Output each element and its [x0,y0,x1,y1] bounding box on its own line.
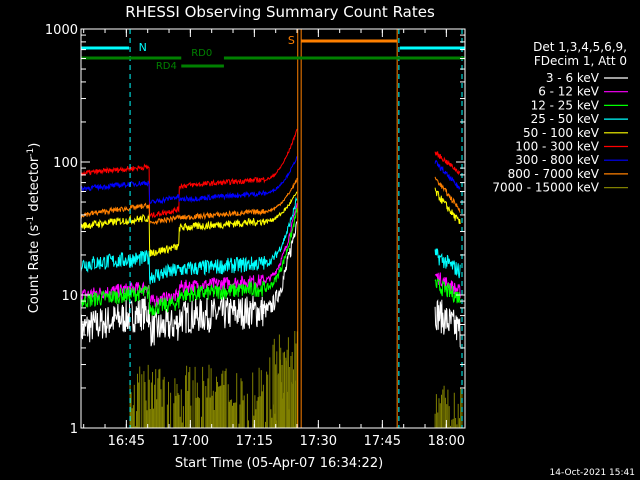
x-tick-label: 17:45 [364,434,401,449]
series-line [80,177,298,225]
timestamp: 14-Oct-2021 15:41 [550,468,635,478]
legend-label: 50 - 100 keV [523,126,600,140]
x-tick-label: 17:00 [172,434,209,449]
series-12-25kev [80,208,461,317]
series-line [129,331,463,428]
rd0-label: RD0 [191,48,212,59]
series-800-7000kev [80,176,461,225]
series-line [434,299,461,348]
series-line [434,187,461,225]
series-7000-15000kev [129,331,463,428]
series-line [434,151,461,176]
series-line [80,128,298,219]
series-line [434,176,461,213]
legend-label: 3 - 6 keV [546,71,600,85]
plot-data [80,128,463,428]
y-axis-label: Count Rate (s-1 detector-1) [26,143,42,314]
legend-label: 100 - 300 keV [515,140,599,154]
saa-label: S [288,34,295,47]
series-300-800kev [80,156,461,205]
legend-label: 800 - 7000 keV [508,167,600,181]
x-tick-label: 17:15 [236,434,273,449]
rd4-label: RD4 [156,61,177,72]
legend-label: 300 - 800 keV [515,153,599,167]
legend-label: 6 - 12 keV [538,85,600,99]
series-line [80,203,298,307]
series-line [434,278,461,304]
chart-title: RHESSI Observing Summary Count Rates [125,3,435,21]
legend: Det 1,3,4,5,6,9, FDecim 1, Att 0 3 - 6 k… [492,40,628,195]
x-tick-label: 17:30 [300,434,337,449]
legend-header-2: FDecim 1, Att 0 [534,54,627,68]
series-line [80,156,298,205]
legend-label: 25 - 50 keV [531,112,600,126]
x-axis-label: Start Time (05-Apr-07 16:34:22) [175,456,383,471]
series-50-100kev [80,187,461,257]
x-tick-label: 18:00 [428,434,465,449]
y-tick-label: 100 [53,156,78,171]
series-line [434,159,461,190]
plot-frame [80,28,466,429]
series-line [80,196,298,285]
series-line [80,191,298,257]
y-tick-label: 1 [70,422,78,437]
series-line [80,208,298,317]
y-tick-label: 10 [61,289,78,304]
series-25-50kev [80,196,461,285]
series-100-300kev [80,128,461,219]
legend-label: 7000 - 15000 keV [492,181,599,195]
legend-header-1: Det 1,3,4,5,6,9, [533,40,627,54]
axes: 16:45 17:00 17:15 17:30 17:45 18:00 1 10 100 1000 [45,23,465,449]
series-line [434,248,461,279]
night-label: N [139,41,147,54]
legend-label: 12 - 25 keV [531,98,600,112]
series-line [80,221,298,347]
series-3-6kev [80,221,461,348]
annotations: N S RD0 RD4 [81,29,465,428]
y-tick-label: 1000 [45,23,78,38]
x-tick-label: 16:45 [108,434,145,449]
